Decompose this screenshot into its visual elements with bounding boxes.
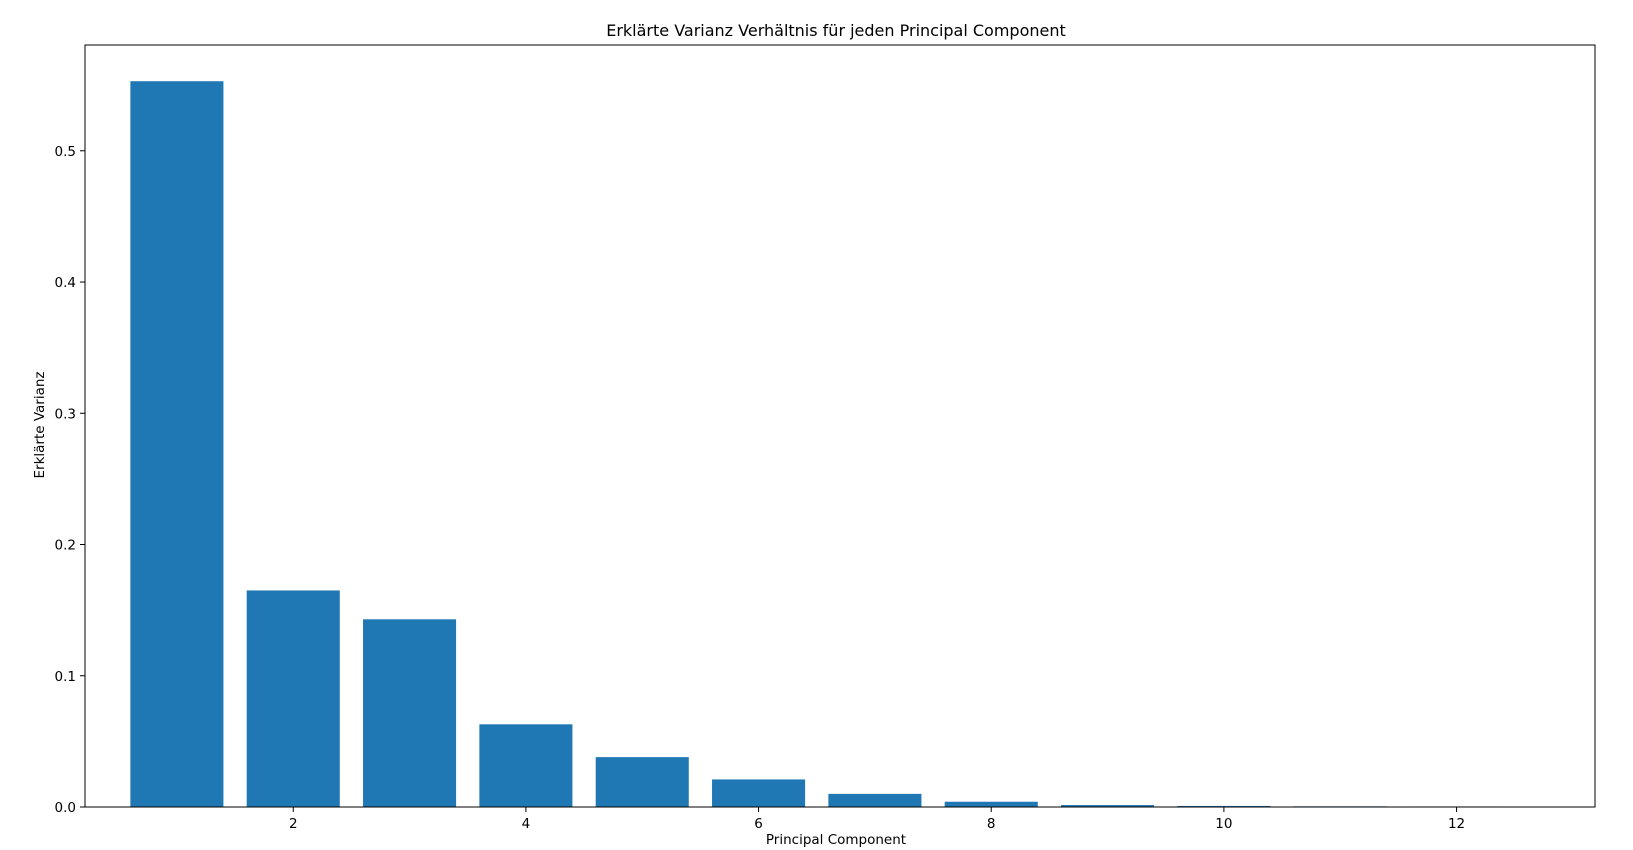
x-tick-label: 8 bbox=[987, 816, 996, 832]
y-tick-label: 0.2 bbox=[55, 538, 76, 554]
bars bbox=[130, 81, 1504, 808]
x-tick-label: 4 bbox=[522, 816, 531, 832]
x-axis-ticks: 2 4 6 8 10 12 bbox=[289, 807, 1465, 832]
y-tick-label: 0.4 bbox=[55, 275, 76, 291]
y-tick-label: 0.0 bbox=[55, 800, 76, 816]
x-axis-label: Principal Component bbox=[766, 832, 906, 848]
bar-pc-5 bbox=[595, 757, 689, 807]
bar-pc-2 bbox=[246, 590, 340, 807]
plot-area-frame bbox=[84, 44, 1596, 808]
bar-pc-10 bbox=[1177, 805, 1271, 807]
y-axis-ticks: 0.0 0.1 0.2 0.3 0.4 0.5 bbox=[55, 144, 85, 816]
x-tick-label: 12 bbox=[1448, 816, 1465, 832]
bar-pc-6 bbox=[712, 779, 806, 807]
bar-pc-4 bbox=[479, 724, 573, 807]
bar-pc-7 bbox=[828, 793, 922, 807]
bar-pc-9 bbox=[1061, 805, 1155, 807]
bar-pc-1 bbox=[130, 81, 224, 808]
y-tick-label: 0.5 bbox=[55, 144, 76, 160]
y-tick-label: 0.1 bbox=[55, 669, 76, 685]
y-tick-label: 0.3 bbox=[55, 406, 76, 422]
bar-pc-8 bbox=[944, 801, 1038, 807]
x-tick-label: 10 bbox=[1215, 816, 1232, 832]
chart-title: Erklärte Varianz Verhältnis für jeden Pr… bbox=[606, 21, 1066, 40]
y-axis-label: Erklärte Varianz bbox=[32, 371, 48, 478]
x-tick-label: 6 bbox=[754, 816, 763, 832]
bar-pc-3 bbox=[363, 619, 457, 807]
x-tick-label: 2 bbox=[289, 816, 298, 832]
